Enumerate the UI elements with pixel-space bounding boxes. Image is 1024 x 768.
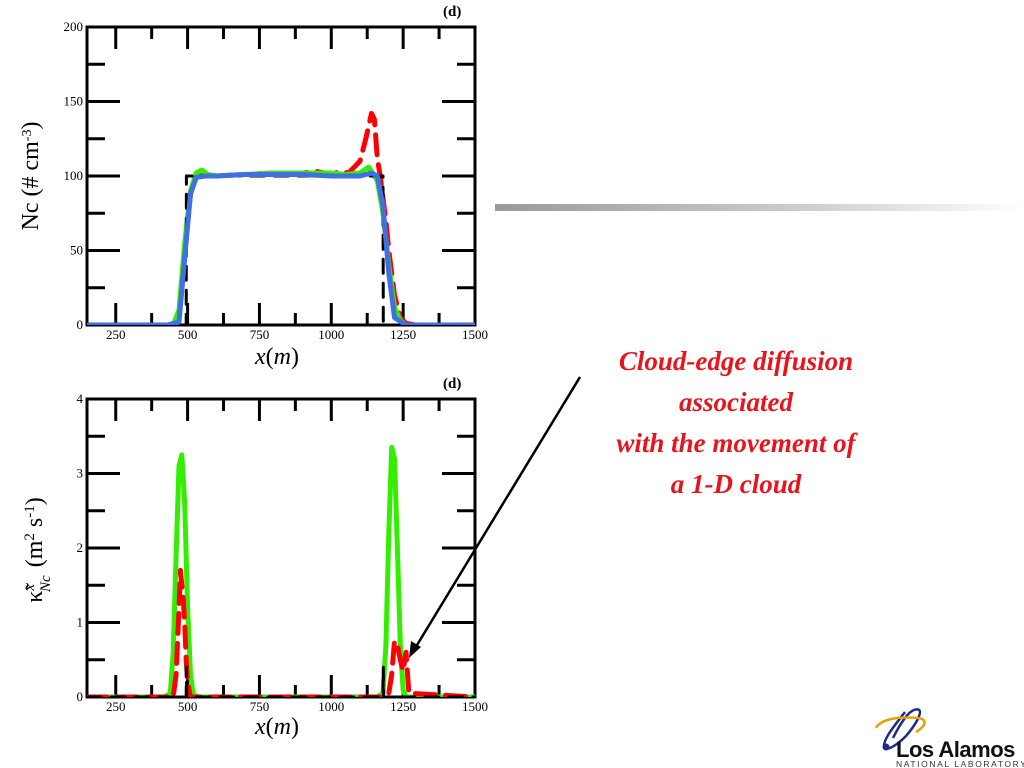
y-axis-title: Nc (# cm-3) [18,122,44,231]
x-axis-unit: m [274,714,291,740]
series-line-2 [87,665,475,697]
y-tick-label: 150 [64,94,84,109]
panel-tag: (d) [443,4,461,20]
y-tick-label: 50 [70,243,83,258]
kappa-sup: x [22,584,38,592]
los-alamos-logo: Los Alamos NATIONAL LABORATORY [874,708,1024,768]
divider-bar [495,204,1024,211]
x-axis-close: ) [291,714,299,740]
x-tick-label: 750 [250,327,270,342]
x-axis-title: x(m) [254,344,299,370]
x-axis-open: ( [266,344,274,370]
y-axis-close: ) [18,122,44,130]
units-sup-2: 2 [22,533,38,541]
series-group [87,444,475,697]
callout: Cloud-edge diffusion associated with the… [616,346,858,499]
units-s: s [22,518,48,527]
series-line-1 [87,567,475,697]
units-sup-neg1: -1 [22,505,38,518]
x-tick-label: 1250 [390,327,416,342]
x-tick-label: 500 [178,699,198,714]
y-axis-title: κ̃xNc(m2s-1) [22,497,54,602]
callout-line-2: associated [679,387,793,417]
x-axis-open: ( [266,714,274,740]
panel-tag: (d) [443,376,461,392]
logo-sub: NATIONAL LABORATORY [896,759,1024,768]
callout-line-1: Cloud-edge diffusion [619,346,853,376]
y-tick-label: 2 [77,540,84,555]
callout-line-4: a 1-D cloud [671,469,802,499]
callout-arrow [409,376,582,658]
x-tick-label: 750 [250,699,270,714]
y-axis-main: Nc (# cm [18,141,44,231]
y-axis-title-text: κ̃xNc(m2s-1) [22,497,54,602]
x-axis-var: x [254,714,266,740]
chart-nc-vs-x: 250 500 750 1000 1250 1500 0 50 100 150 200 (d) x(… [18,4,488,370]
y-tick-label: 0 [77,317,84,332]
logo-name: Los Alamos [896,737,1015,762]
x-axis-var: x [254,344,266,370]
series-group [87,110,475,325]
callout-line-3: with the movement of [616,428,858,458]
x-tick-label: 1250 [390,699,416,714]
x-tick-label: 1500 [462,699,488,714]
x-axis-unit: m [274,344,291,370]
x-tick-label: 500 [178,327,198,342]
x-axis-close: ) [291,344,299,370]
chart-frame [85,397,477,699]
x-axis-title: x(m) [254,714,299,740]
y-tick-label: 0 [77,689,84,704]
kappa-sub: Nc [38,575,54,593]
x-tick-label: 1000 [318,327,344,342]
y-tick-label: 4 [77,391,84,406]
units-open: (m [22,540,48,567]
y-tick-label: 100 [64,168,84,183]
atom-icon [874,708,926,751]
y-tick-label: 200 [64,19,84,34]
axis-ticks: 250 500 750 1000 1250 1500 0 50 100 150 200 [64,19,489,342]
y-tick-label: 3 [77,466,84,481]
x-tick-label: 1500 [462,327,488,342]
x-tick-label: 1000 [318,699,344,714]
series-line-3 [87,170,475,325]
y-axis-sup: -3 [20,130,35,142]
units-close: ) [22,497,48,505]
x-tick-label: 250 [106,327,126,342]
y-tick-label: 1 [77,615,84,630]
x-tick-label: 250 [106,699,126,714]
